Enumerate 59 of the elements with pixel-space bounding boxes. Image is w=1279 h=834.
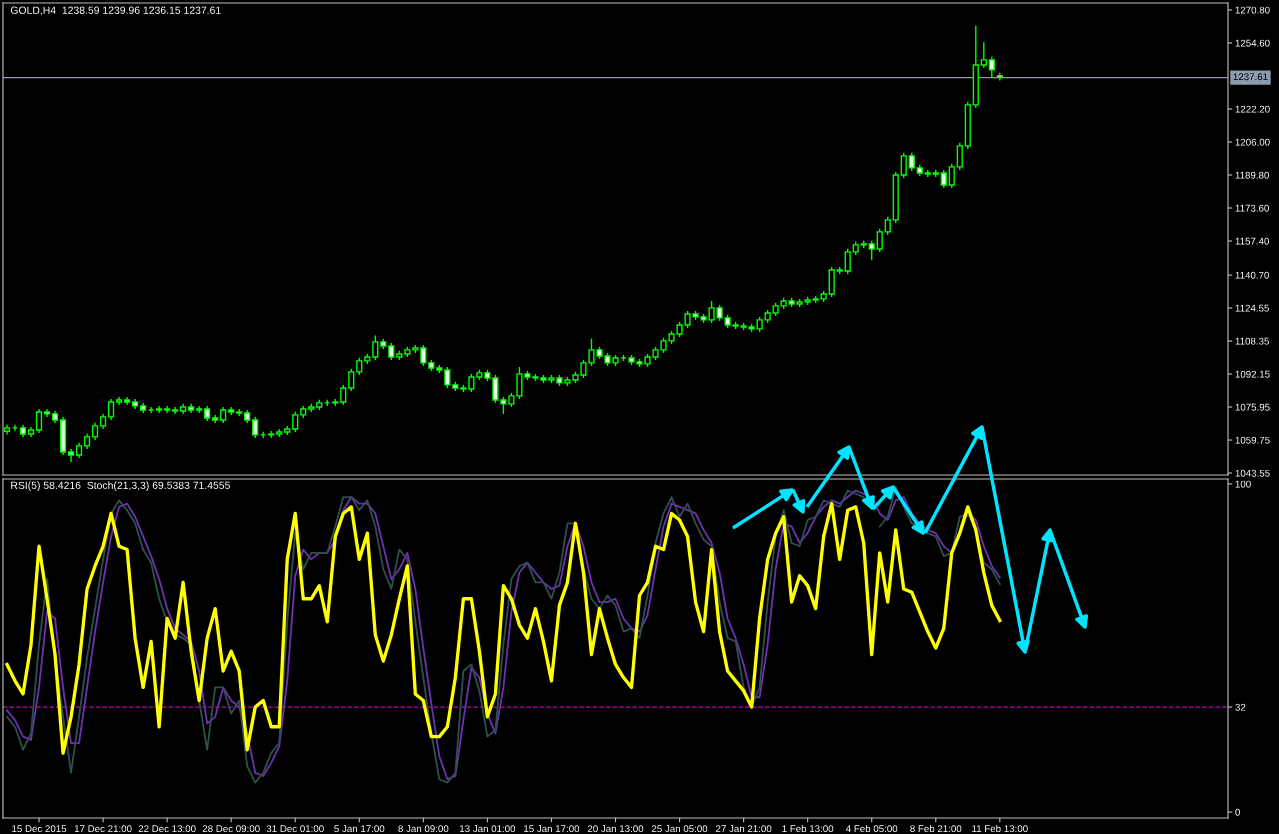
x-tick-label: 8 Feb 21:00	[910, 824, 962, 833]
y-tick-label: 1124.55	[1235, 304, 1269, 312]
candlestick	[348, 368, 355, 392]
ref-line-label: 1237.61	[1233, 73, 1268, 81]
x-tick-label: 8 Jan 09:00	[398, 825, 449, 833]
x-tick-label: 17 Dec 21:00	[74, 825, 132, 833]
candlestick	[948, 163, 955, 189]
y-tick-label: 1092.15	[1235, 370, 1270, 378]
x-tick-label: 28 Dec 09:00	[202, 825, 260, 833]
y-tick-label: 1206.00	[1235, 138, 1270, 146]
y-tick-label: 1222.20	[1235, 105, 1270, 113]
candlestick	[35, 408, 43, 434]
candlestick	[372, 334, 379, 361]
y-tick-label: 0	[1235, 808, 1240, 816]
x-tick-label: 13 Jan 01:00	[460, 825, 516, 833]
candlestick	[956, 142, 963, 171]
candlestick	[996, 72, 1003, 82]
y-tick-label: 100	[1235, 480, 1251, 488]
candlestick	[107, 398, 115, 421]
candlestick	[844, 248, 851, 275]
candlestick	[876, 228, 883, 253]
y-tick-label: 1059.75	[1235, 436, 1270, 444]
candlestick	[292, 411, 299, 433]
x-tick-label: 5 Jan 17:00	[334, 825, 385, 833]
y-tick-label: 1254.60	[1235, 39, 1270, 47]
x-tick-label: 11 Feb 13:00	[972, 824, 1028, 833]
chart-title: RSI(5) 58.4216 Stoch(21,3,3) 69.5383 71.4555	[11, 481, 230, 492]
candlestick	[420, 344, 427, 367]
x-tick-label: 22 Dec 13:00	[138, 825, 196, 833]
x-tick-label: 31 Dec 01:00	[266, 825, 324, 833]
x-tick-label: 20 Jan 13:00	[587, 825, 644, 833]
chart-title: GOLD,H4 1238.59 1239.96 1236.15 1237.61	[10, 6, 221, 16]
x-tick-label: 4 Feb 05:00	[845, 824, 898, 833]
y-tick-label: 32	[1235, 703, 1246, 711]
y-tick-label: 1189.80	[1235, 171, 1269, 179]
y-tick-label: 1173.60	[1235, 204, 1269, 212]
candlestick	[252, 416, 259, 439]
candlestick	[988, 56, 995, 79]
candlestick	[340, 384, 347, 406]
candlestick	[940, 169, 947, 189]
y-tick-label: 1157.40	[1235, 237, 1269, 245]
y-tick-label: 1043.55	[1235, 469, 1270, 477]
x-tick-label: 15 Dec 2015	[12, 825, 67, 833]
x-tick-label: 15 Jan 17:00	[524, 825, 580, 833]
candlestick	[908, 152, 915, 172]
candlestick	[444, 366, 451, 389]
candlestick	[468, 373, 475, 393]
x-tick-label: 1 Feb 13:00	[782, 824, 834, 833]
candlestick	[980, 41, 987, 69]
x-tick-label: 27 Jan 21:00	[715, 825, 772, 833]
y-tick-label: 1075.95	[1235, 403, 1270, 411]
y-tick-label: 1108.35	[1235, 337, 1269, 345]
candlestick	[492, 374, 499, 404]
candlestick	[868, 240, 875, 261]
candlestick	[884, 216, 891, 236]
x-tick-label: 25 Jan 05:00	[651, 825, 708, 833]
candlestick	[900, 152, 907, 179]
y-tick-label: 1140.70	[1235, 271, 1269, 279]
y-tick-label: 1270.80	[1235, 6, 1270, 14]
